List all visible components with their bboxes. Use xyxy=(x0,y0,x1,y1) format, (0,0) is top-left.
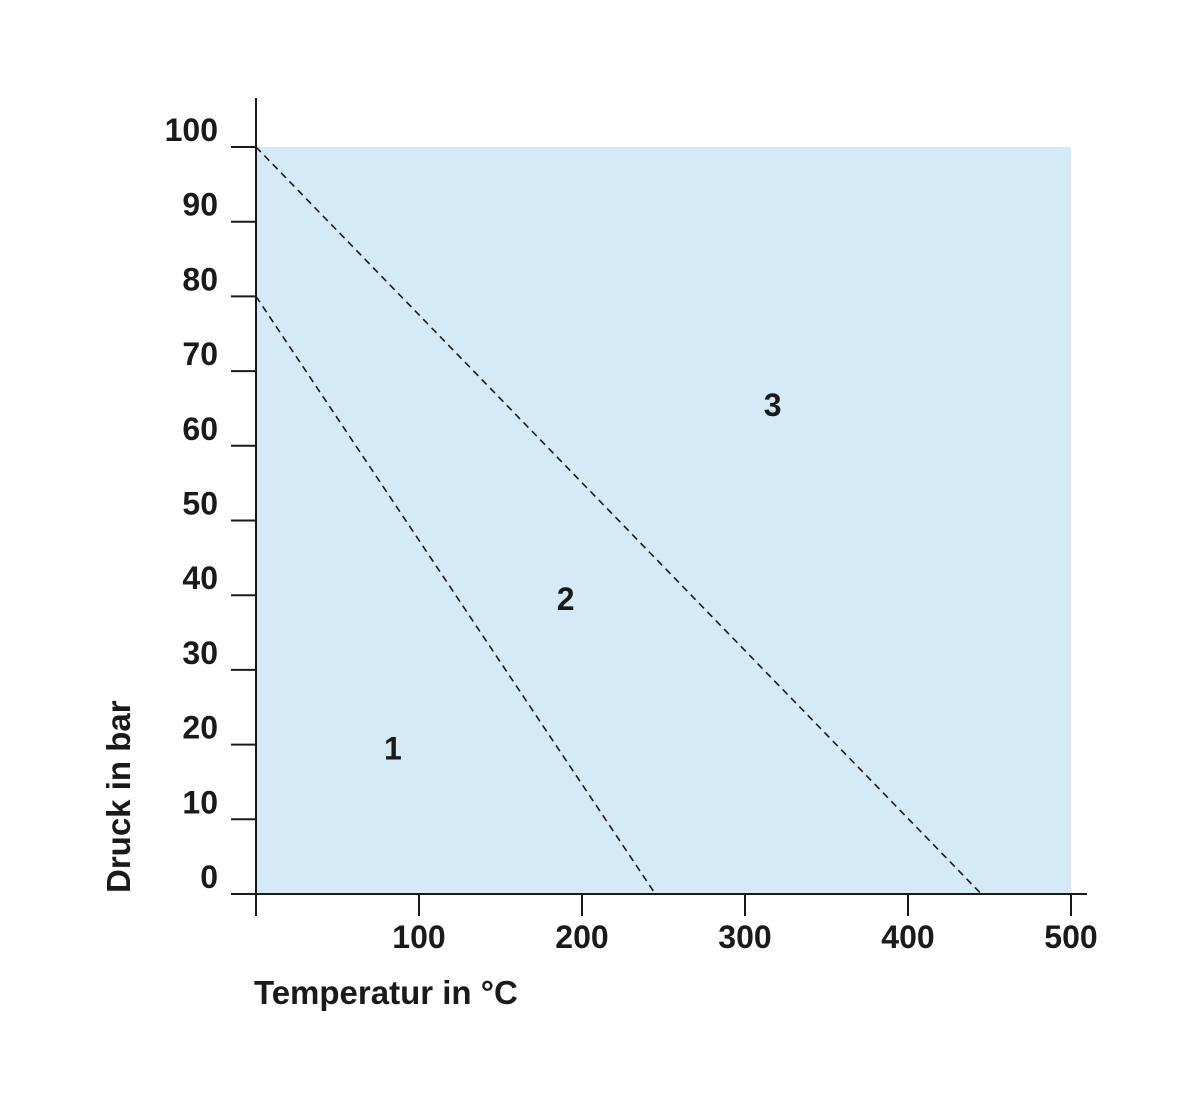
axes xyxy=(231,98,1087,916)
y-tick-label: 10 xyxy=(182,784,218,820)
y-tick-label: 80 xyxy=(182,261,218,297)
region-label-3: 3 xyxy=(764,387,782,423)
y-tick-label: 20 xyxy=(182,710,218,746)
region-label-2: 2 xyxy=(557,581,575,617)
x-tick-label: 500 xyxy=(1044,919,1097,955)
y-axis-title: Druck in bar xyxy=(100,700,137,893)
y-tick-label: 30 xyxy=(182,635,218,671)
x-tick-label: 400 xyxy=(881,919,934,955)
boundary-line-2 xyxy=(255,146,982,895)
y-tick-label: 50 xyxy=(182,486,218,522)
x-tick-label: 200 xyxy=(555,919,608,955)
y-tick-label: 40 xyxy=(182,560,218,596)
y-ticks: 0 10 20 30 40 50 60 70 80 90 100 xyxy=(165,112,256,895)
y-tick-label: 90 xyxy=(182,187,218,223)
x-ticks: 100 200 300 400 500 xyxy=(392,894,1098,955)
x-tick-label: 100 xyxy=(392,919,445,955)
region-label-1: 1 xyxy=(384,731,402,767)
x-axis-title: Temperatur in °C xyxy=(254,974,518,1011)
boundary-lines xyxy=(255,146,982,895)
y-tick-label: 60 xyxy=(182,411,218,447)
y-tick-label: 70 xyxy=(182,336,218,372)
y-tick-label: 0 xyxy=(200,859,218,895)
plot-area-fill xyxy=(256,147,1071,894)
region-labels: 1 2 3 xyxy=(384,387,782,767)
x-tick-label: 300 xyxy=(718,919,771,955)
y-tick-label: 100 xyxy=(165,112,218,148)
